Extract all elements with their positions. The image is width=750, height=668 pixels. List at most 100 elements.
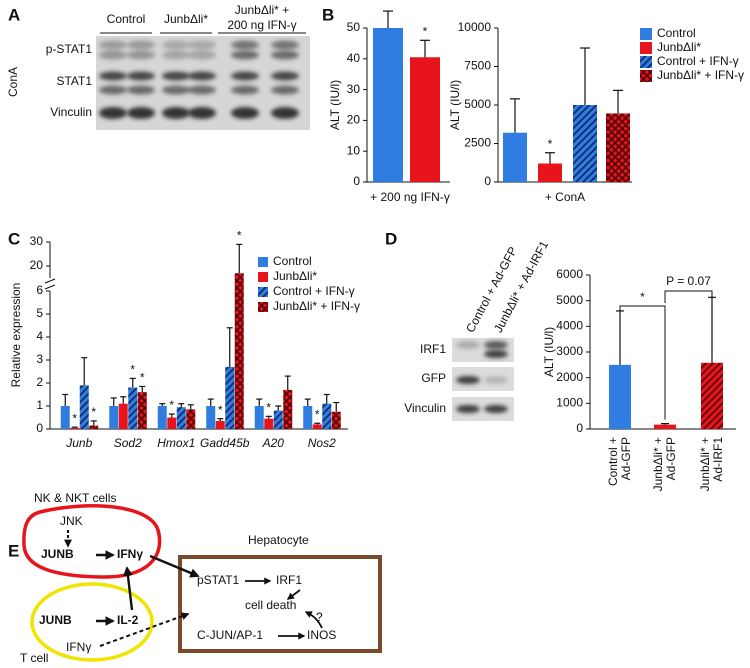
- arrow: [99, 612, 190, 647]
- bar: [312, 424, 322, 429]
- blot-band: [99, 50, 127, 60]
- bar: [303, 406, 313, 429]
- blot-band: [231, 50, 259, 60]
- nk-cell-outline: [22, 504, 162, 579]
- bar: [503, 132, 527, 182]
- t-cell-outline: [30, 582, 154, 662]
- blot-band: [271, 85, 299, 95]
- arrow: [149, 554, 200, 578]
- bar: [128, 387, 138, 429]
- y-tick-label: 3000: [556, 344, 583, 358]
- legend-swatch: [640, 56, 652, 68]
- bar: [206, 406, 216, 429]
- blot-band: [162, 71, 190, 81]
- cell-label: T cell: [20, 651, 48, 665]
- significance-label: *: [140, 371, 145, 385]
- bar: [264, 418, 274, 429]
- diagram-node: IFNγ: [117, 547, 143, 561]
- bar: [176, 407, 186, 429]
- y-axis-label: ALT (IU/l): [542, 327, 556, 377]
- significance-label: *: [218, 403, 223, 417]
- blot-band: [271, 50, 299, 60]
- significance-bracket: [619, 305, 666, 420]
- x-tick-label: Hmox1: [157, 436, 195, 450]
- blot-band: [162, 85, 190, 95]
- blot-band: [231, 40, 259, 50]
- arrow: [123, 566, 134, 611]
- panel-letter: E: [8, 541, 19, 560]
- blot-band: [271, 107, 299, 119]
- x-tick-label: Ad-IRF1: [711, 437, 725, 482]
- bar: [234, 273, 244, 429]
- y-tick-label: 1: [36, 398, 43, 412]
- blot-row-label: IRF1: [420, 342, 446, 356]
- y-tick-label: 5: [36, 306, 43, 320]
- y-tick-label: 0: [576, 421, 583, 435]
- legend-swatch: [258, 272, 268, 282]
- y-tick-label: 10: [347, 143, 361, 157]
- blot-band: [231, 85, 259, 95]
- x-tick-label: Sod2: [114, 436, 142, 450]
- bar: [609, 364, 631, 429]
- x-tick-label: JunbΔli* +: [698, 437, 712, 491]
- legend-label: JunbΔli*: [657, 40, 701, 54]
- y-tick-label: 1000: [556, 396, 583, 410]
- significance-label: *: [266, 401, 271, 415]
- bar: [701, 362, 723, 429]
- x-axis-label: + 200 ng IFN-γ: [370, 190, 450, 204]
- legend-label: JunbΔli*: [273, 269, 317, 283]
- blot-band: [484, 350, 508, 358]
- significance-label: *: [130, 363, 135, 377]
- x-tick-label: JunbΔli* +: [651, 437, 665, 491]
- blot-band: [127, 40, 155, 50]
- diagram-node: IRF1: [276, 573, 302, 587]
- cell-label: NK & NKT cells: [34, 491, 116, 505]
- bar: [118, 403, 128, 429]
- blot-band: [484, 376, 508, 384]
- legend-swatch: [258, 287, 268, 297]
- blot-band: [188, 107, 216, 119]
- bar: [283, 389, 293, 429]
- y-tick-label: 20: [347, 113, 361, 127]
- cell-label: Hepatocyte: [248, 533, 309, 547]
- x-tick-label: Nos2: [308, 436, 336, 450]
- bar: [70, 427, 80, 429]
- bar: [137, 392, 147, 429]
- significance-label: *: [640, 290, 645, 304]
- y-tick-label: 2: [36, 375, 43, 389]
- y-tick-label: 4000: [556, 319, 583, 333]
- bar: [410, 57, 440, 183]
- blot-band: [456, 341, 480, 349]
- bar: [654, 424, 676, 429]
- blot-band: [162, 107, 190, 119]
- y-tick-label: 5000: [556, 293, 583, 307]
- bar: [109, 406, 119, 429]
- y-tick-label: 30: [30, 234, 44, 248]
- y-axis-label: Relative expression: [9, 283, 23, 388]
- y-tick-label: 30: [347, 82, 361, 96]
- x-tick-label: Control +: [606, 437, 620, 486]
- legend-label: JunbΔli* + IFN-γ: [273, 299, 360, 313]
- bar: [573, 105, 597, 182]
- panel-letter: A: [8, 5, 20, 24]
- bar: [186, 409, 196, 429]
- blot-band: [188, 50, 216, 60]
- blot-band: [188, 71, 216, 81]
- blot-row-label: Vinculin: [50, 105, 92, 119]
- bar: [167, 417, 177, 429]
- blot-column-label: 200 ng IFN-γ: [227, 18, 296, 32]
- x-tick-label: Ad-GFP: [619, 437, 633, 480]
- arrow: [304, 611, 323, 629]
- x-tick-label: Junb: [65, 436, 92, 450]
- y-tick-label: 40: [347, 51, 361, 65]
- diagram-node: IL-2: [117, 613, 139, 627]
- blot-band: [99, 85, 127, 95]
- bar: [157, 406, 167, 429]
- y-tick-label: 5000: [464, 97, 491, 111]
- diagram-node: JNK: [60, 514, 83, 528]
- x-axis-label: + ConA: [545, 190, 585, 204]
- blot-band: [271, 40, 299, 50]
- axis-break: [44, 278, 56, 284]
- blot-band: [188, 85, 216, 95]
